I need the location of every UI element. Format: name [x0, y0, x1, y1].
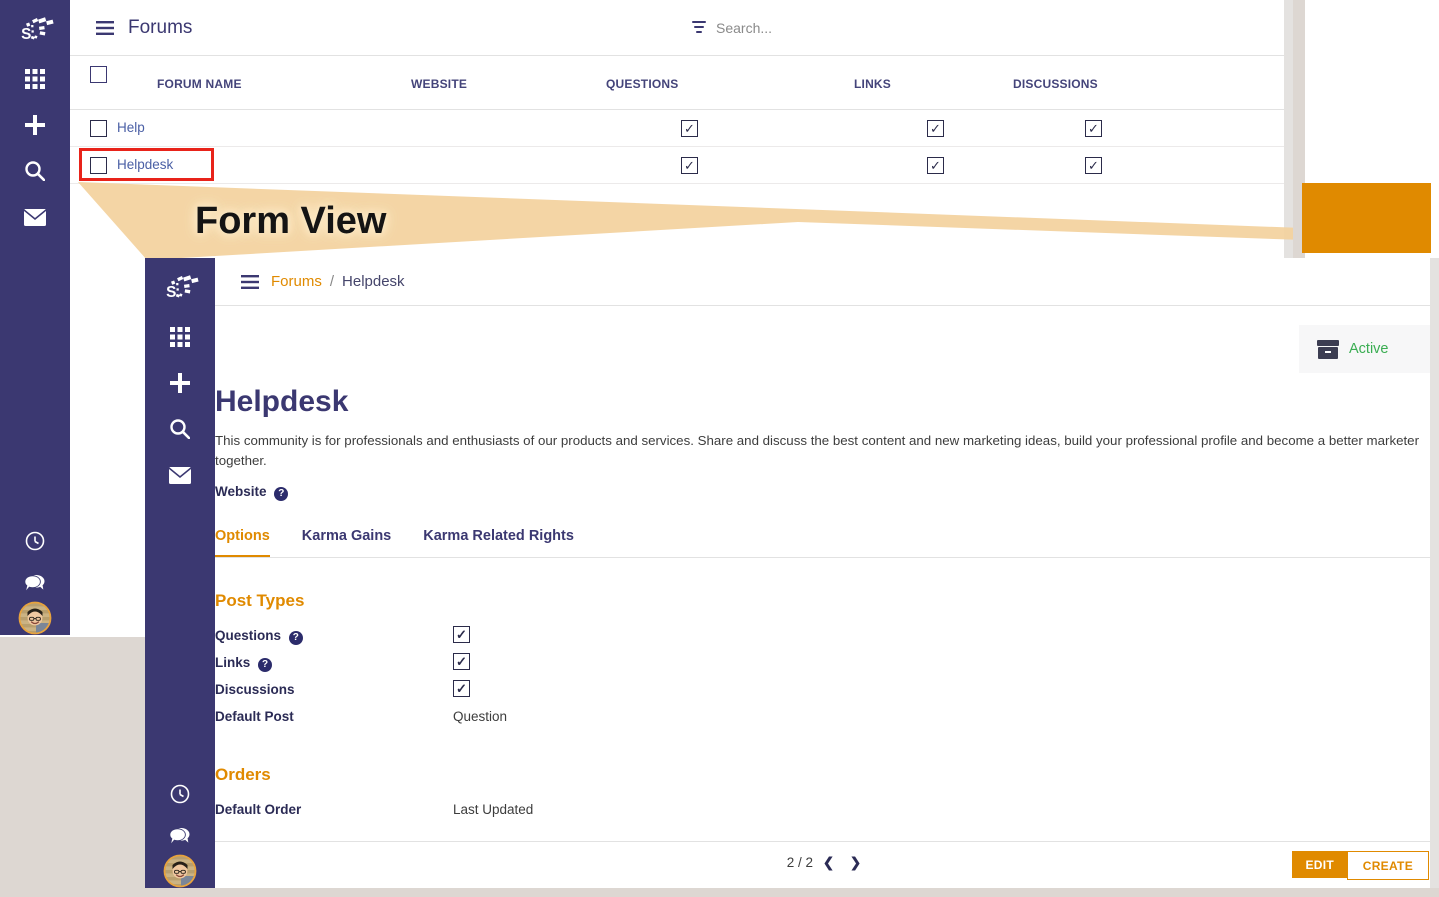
svg-text:S: S	[21, 26, 31, 43]
svg-text:S: S	[166, 284, 176, 301]
